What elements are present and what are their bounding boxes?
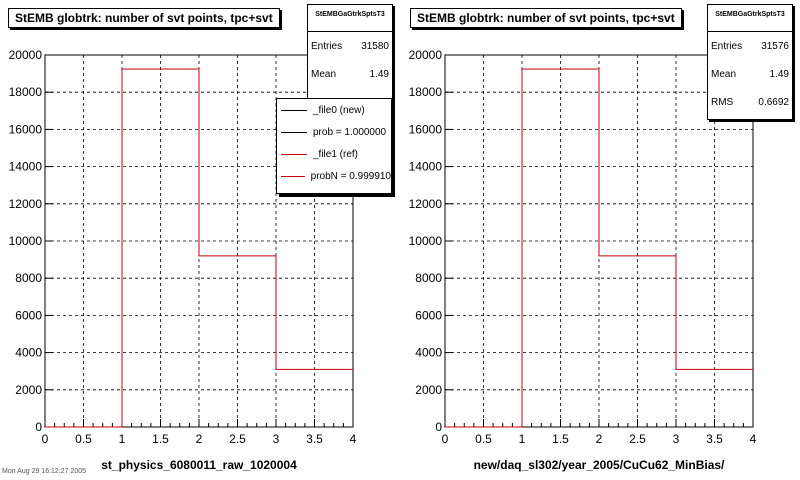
legend-swatch bbox=[281, 109, 307, 111]
stats-label: Entries bbox=[711, 40, 743, 52]
stats-value: 0.6692 bbox=[758, 96, 789, 108]
stats-label: Mean bbox=[711, 68, 737, 80]
stats-value: 1.49 bbox=[769, 68, 789, 80]
footer-timestamp: Mon Aug 29 16:12:27 2005 bbox=[2, 468, 87, 475]
x-tick-label: 2.5 bbox=[229, 432, 246, 446]
legend-label: _file1 (ref) bbox=[313, 148, 359, 160]
stats-value: 31580 bbox=[361, 40, 389, 52]
y-tick-label: 18000 bbox=[9, 85, 43, 99]
panel-2-stats-name: StEMBGaGtrkSptsT3 bbox=[708, 5, 792, 32]
x-axis-label: new/daq_sl302/year_2005/CuCu62_MinBias/ bbox=[474, 458, 725, 472]
legend-label: _file0 (new) bbox=[313, 104, 365, 116]
stats-label: Mean bbox=[311, 68, 337, 80]
legend-label: probN = 0.999910 bbox=[310, 170, 391, 182]
panel-1-stats-mean: Mean 1.49 bbox=[308, 60, 392, 88]
panel-2-stats-entries: Entries 31576 bbox=[708, 32, 792, 60]
legend-entry: probN = 0.999910 bbox=[277, 165, 391, 187]
panel-1-stats-name: StEMBGaGtrkSptsT3 bbox=[308, 5, 392, 32]
legend-swatch bbox=[281, 175, 305, 177]
legend-label: prob = 1.000000 bbox=[313, 126, 387, 138]
legend-entry: prob = 1.000000 bbox=[277, 121, 391, 143]
x-tick-label: 3 bbox=[273, 432, 280, 446]
x-tick-label: 0.5 bbox=[75, 432, 92, 446]
x-tick-label: 1 bbox=[119, 432, 126, 446]
x-tick-label: 4 bbox=[750, 432, 757, 446]
y-tick-label: 2000 bbox=[415, 383, 442, 397]
y-tick-label: 8000 bbox=[15, 271, 42, 285]
y-tick-label: 4000 bbox=[15, 346, 42, 360]
x-tick-label: 4 bbox=[350, 432, 357, 446]
panel-2-stats-box: StEMBGaGtrkSptsT3 Entries 31576 Mean 1.4… bbox=[707, 4, 793, 120]
x-tick-label: 0 bbox=[42, 432, 49, 446]
y-tick-label: 10000 bbox=[9, 234, 43, 248]
panel-1-stats-box: StEMBGaGtrkSptsT3 Entries 31580 Mean 1.4… bbox=[307, 4, 393, 116]
x-tick-label: 2 bbox=[596, 432, 603, 446]
x-tick-label: 2.5 bbox=[629, 432, 646, 446]
y-tick-label: 2000 bbox=[15, 383, 42, 397]
panel-2-title: StEMB globtrk: number of svt points, tpc… bbox=[410, 8, 682, 28]
x-tick-label: 2 bbox=[196, 432, 203, 446]
x-tick-label: 0 bbox=[442, 432, 449, 446]
panel-1-title: StEMB globtrk: number of svt points, tpc… bbox=[8, 8, 280, 28]
y-tick-label: 6000 bbox=[415, 308, 442, 322]
panel-1-title-text: StEMB globtrk: number of svt points, tpc… bbox=[15, 11, 273, 25]
legend-swatch bbox=[281, 131, 307, 133]
x-axis-label: st_physics_6080011_raw_1020004 bbox=[101, 458, 297, 472]
stats-label: Entries bbox=[311, 40, 343, 52]
x-tick-label: 3.5 bbox=[306, 432, 323, 446]
y-tick-label: 0 bbox=[35, 420, 42, 434]
y-tick-label: 12000 bbox=[409, 197, 443, 211]
y-tick-label: 4000 bbox=[415, 346, 442, 360]
x-tick-label: 0.5 bbox=[475, 432, 492, 446]
y-tick-label: 10000 bbox=[409, 234, 443, 248]
histogram-line bbox=[45, 68, 353, 428]
panel-2-stats-rms: RMS 0.6692 bbox=[708, 88, 792, 116]
y-tick-label: 18000 bbox=[409, 85, 443, 99]
y-tick-label: 14000 bbox=[409, 160, 443, 174]
y-tick-label: 8000 bbox=[415, 271, 442, 285]
x-tick-label: 1.5 bbox=[552, 432, 569, 446]
y-tick-label: 16000 bbox=[9, 122, 43, 136]
panel-2-title-text: StEMB globtrk: number of svt points, tpc… bbox=[417, 11, 675, 25]
panel-1-stats-entries: Entries 31580 bbox=[308, 32, 392, 60]
x-tick-label: 1 bbox=[519, 432, 526, 446]
legend-entry: _file1 (ref) bbox=[277, 143, 391, 165]
y-tick-label: 16000 bbox=[409, 122, 443, 136]
stats-value: 31576 bbox=[761, 40, 789, 52]
y-tick-label: 20000 bbox=[409, 48, 443, 62]
panel-1-legend: _file0 (new) prob = 1.000000 _file1 (ref… bbox=[276, 98, 392, 194]
y-tick-label: 14000 bbox=[9, 160, 43, 174]
x-tick-label: 3 bbox=[673, 432, 680, 446]
panel-2-stats-mean: Mean 1.49 bbox=[708, 60, 792, 88]
y-tick-label: 12000 bbox=[9, 197, 43, 211]
y-tick-label: 0 bbox=[435, 420, 442, 434]
histogram-line bbox=[445, 68, 753, 428]
y-tick-label: 20000 bbox=[9, 48, 43, 62]
stats-label: RMS bbox=[711, 96, 734, 108]
legend-swatch bbox=[281, 153, 307, 155]
x-tick-label: 3.5 bbox=[706, 432, 723, 446]
x-tick-label: 1.5 bbox=[152, 432, 169, 446]
legend-entry: _file0 (new) bbox=[277, 99, 391, 121]
stats-value: 1.49 bbox=[369, 68, 389, 80]
y-tick-label: 6000 bbox=[15, 308, 42, 322]
